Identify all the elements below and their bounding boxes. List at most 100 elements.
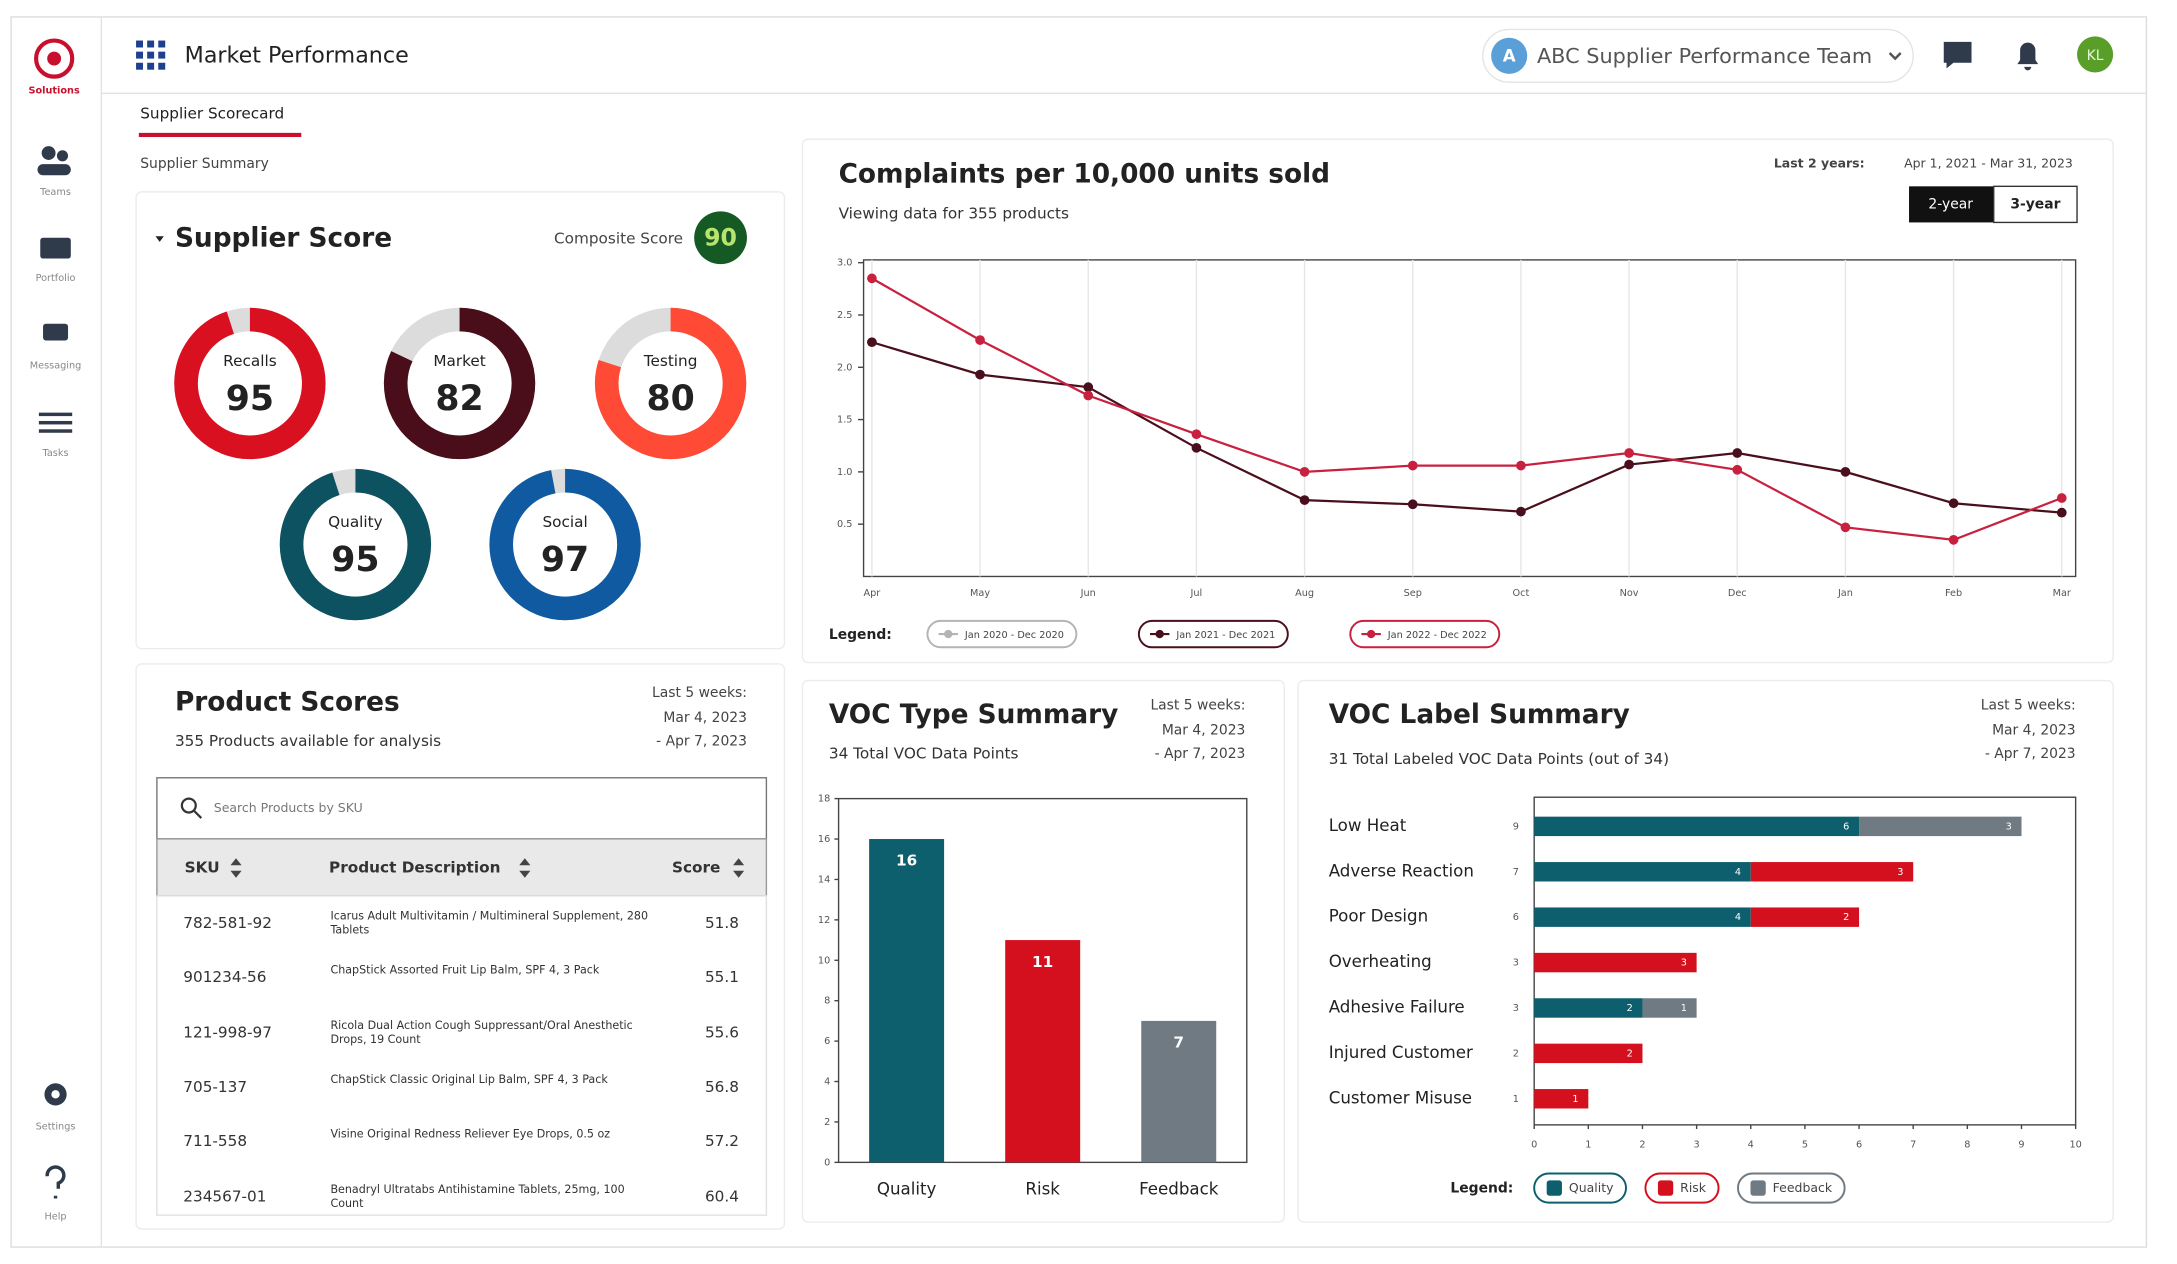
team-initial: A <box>1503 47 1516 66</box>
apps-icon[interactable] <box>136 40 166 70</box>
total-label: 1 <box>1513 1094 1519 1105</box>
legend-item[interactable] <box>1137 619 1289 649</box>
product-description: Icarus Adult Multivitamin / Multimineral… <box>330 909 649 937</box>
legend-item[interactable] <box>926 619 1078 649</box>
donut-value: 82 <box>435 379 483 419</box>
segment-label: 2 <box>1627 1003 1633 1014</box>
team-selector[interactable] <box>1482 28 1914 83</box>
messaging-icon[interactable] <box>43 323 69 341</box>
sort-icon[interactable] <box>230 858 242 878</box>
description-box: ChapStick Classic Original Lip Balm, SPF… <box>330 1074 607 1086</box>
line-period: Apr 1, 2021 - Mar 31, 2023 <box>1904 156 2073 171</box>
line-point <box>2056 507 2067 518</box>
line-point <box>1083 390 1094 401</box>
logo-mark[interactable] <box>34 38 75 79</box>
sku: 782-581-92 <box>183 914 272 932</box>
nav-label[interactable]: Help <box>44 1212 66 1223</box>
donut-arc <box>279 468 432 621</box>
line-point <box>1083 382 1094 393</box>
description-box: Benadryl Ultratabs Antihistamine Tablets… <box>330 1183 624 1209</box>
x-tick-label: 7 <box>1910 1139 1916 1150</box>
chat-icon[interactable] <box>1943 41 1972 69</box>
segment-label: 2 <box>1843 912 1849 923</box>
sku: 901234-56 <box>183 968 266 986</box>
tasks-icon-2 <box>38 420 73 425</box>
score: 55.1 <box>705 968 739 986</box>
legend-label: Quality <box>1569 1180 1614 1195</box>
y-tick-label: 6 <box>824 1036 830 1047</box>
legend-swatch <box>1750 1180 1766 1196</box>
collapse-caret[interactable] <box>155 236 164 242</box>
sort-icon[interactable] <box>519 858 531 878</box>
teams-icon[interactable] <box>41 146 56 160</box>
period-start: Mar 4, 2023 <box>1162 723 1246 739</box>
range-button-active[interactable] <box>1909 186 1994 223</box>
bar-segment <box>1534 907 1751 927</box>
team-avatar <box>1491 37 1528 74</box>
column-header[interactable]: Product Description <box>329 859 500 877</box>
nav-label[interactable]: Tasks <box>42 448 69 459</box>
bell-icon[interactable] <box>2017 42 2039 71</box>
search-icon <box>180 797 197 814</box>
line-point <box>1299 495 1310 505</box>
legend-swatch <box>1657 1180 1674 1196</box>
line-point <box>867 273 877 284</box>
user-avatar[interactable] <box>2077 36 2114 73</box>
table-body <box>156 895 768 1216</box>
category-label: Low Heat <box>1329 816 1407 835</box>
composite-value: 90 <box>704 224 737 252</box>
donut-label: Recalls <box>223 352 277 370</box>
y-tick-label: 14 <box>818 874 830 885</box>
nav-label[interactable]: Messaging <box>30 360 82 371</box>
category-label: Poor Design <box>1329 907 1428 926</box>
bar-segment <box>1534 1089 1589 1109</box>
sort-icon[interactable] <box>733 858 745 878</box>
x-tick-label: 9 <box>2018 1139 2024 1150</box>
y-tick-label: 1.5 <box>837 415 852 426</box>
x-tick-label: Sep <box>1404 588 1422 599</box>
nav-label[interactable]: Teams <box>39 187 71 198</box>
period-end: - Apr 7, 2023 <box>1155 746 1246 762</box>
products-subtitle: 355 Products available for analysis <box>175 732 441 750</box>
y-tick-label: 3.0 <box>837 258 852 269</box>
y-tick-label: 10 <box>818 955 830 966</box>
search-box[interactable] <box>156 777 768 840</box>
line-point <box>2056 493 2067 503</box>
y-tick-label: 12 <box>818 915 830 926</box>
bar-segment <box>1642 998 1697 1018</box>
voc-label-title: VOC Label Summary <box>1329 700 1630 730</box>
nav-label[interactable]: Portfolio <box>36 273 76 284</box>
range-option: 2-year <box>1928 196 1973 212</box>
line-point <box>1191 429 1202 440</box>
x-tick-label: May <box>970 588 990 599</box>
legend-label: Jan 2022 - Dec 2022 <box>1387 630 1487 641</box>
x-tick-label: 0 <box>1531 1139 1537 1150</box>
line-point <box>1407 460 1418 471</box>
period-end: - Apr 7, 2023 <box>656 734 747 750</box>
x-tick-label: Mar <box>2053 588 2071 599</box>
segment-label: 3 <box>1897 867 1903 878</box>
portfolio-icon[interactable] <box>40 237 71 259</box>
x-tick-label: 3 <box>1694 1139 1700 1150</box>
legend-item[interactable] <box>1349 619 1501 649</box>
total-label: 6 <box>1513 912 1519 923</box>
tab-secondary[interactable]: Supplier Summary <box>140 156 269 172</box>
segment-label: 3 <box>1681 958 1687 969</box>
help-icon[interactable] <box>45 1165 66 1199</box>
x-tick-label: Aug <box>1295 588 1314 599</box>
bar-segment <box>1534 862 1751 882</box>
tab-active[interactable]: Supplier Scorecard <box>140 105 284 123</box>
category-label: Adverse Reaction <box>1329 861 1474 880</box>
nav-label[interactable]: Settings <box>36 1121 76 1132</box>
bar-value-label: 11 <box>1032 953 1053 971</box>
legend-item[interactable] <box>1737 1172 1846 1204</box>
column-header[interactable]: SKU <box>185 859 220 877</box>
donut-arc <box>174 307 326 460</box>
line-series <box>871 277 2063 541</box>
column-header[interactable]: Score <box>672 859 720 877</box>
range-button[interactable] <box>1993 185 2078 224</box>
legend-swatch <box>1546 1180 1562 1196</box>
tasks-icon[interactable] <box>38 412 73 417</box>
y-tick-label: 4 <box>824 1077 830 1088</box>
frame <box>10 16 2148 1248</box>
